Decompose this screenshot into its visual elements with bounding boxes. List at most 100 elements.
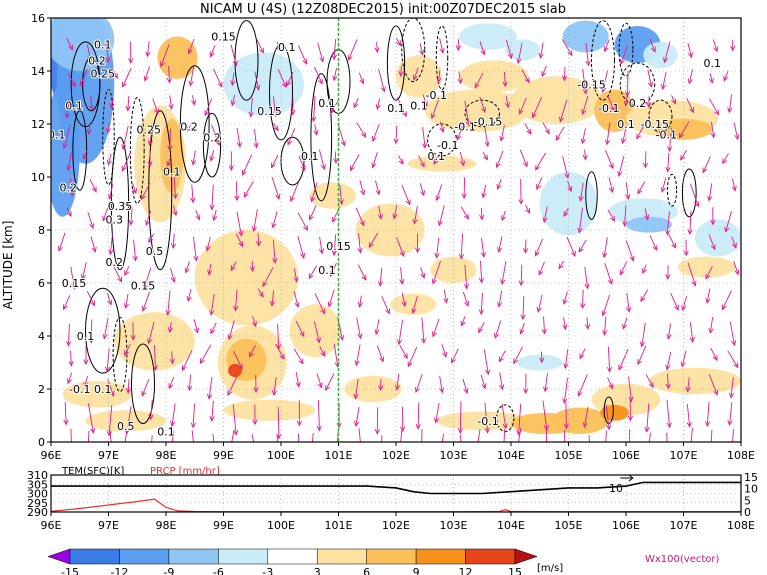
contour-line [148, 110, 173, 271]
wind-vector [505, 39, 513, 60]
wind-vector [722, 153, 729, 165]
wind-vector [249, 260, 255, 273]
wind-vector [269, 290, 275, 307]
arrow-mark [628, 475, 634, 482]
wind-vector [314, 66, 323, 85]
wind-vector [66, 152, 72, 172]
wind-vector [441, 344, 448, 358]
x-tick-label: 106E [612, 449, 640, 462]
wind-vector [606, 346, 613, 373]
wind-vector [441, 433, 444, 442]
wind-vector [578, 182, 584, 202]
x-tick-label: 107E [670, 519, 698, 532]
contour-label: -0.15 [641, 118, 669, 131]
shade-region [157, 36, 198, 79]
wind-vector [690, 184, 700, 208]
wind-vector [141, 379, 150, 397]
wind-vector [665, 373, 671, 390]
wind-vector [601, 294, 611, 317]
wind-vector [702, 156, 711, 174]
colorbar-segment [119, 548, 170, 565]
x-tick-label: 100E [267, 519, 295, 532]
wind-vector [431, 260, 441, 285]
colorbar-segment [69, 548, 120, 565]
colorbar-tick-label: -9 [163, 566, 174, 575]
shade-region [695, 219, 741, 257]
wind-vector [357, 233, 363, 254]
wind-vector [636, 122, 646, 140]
wind-vector [332, 67, 338, 82]
contour-line [269, 43, 293, 141]
wind-vector [297, 433, 300, 442]
wind-vector [399, 267, 405, 285]
wind-vector [378, 379, 384, 392]
wind-vector [534, 238, 544, 257]
contour-label: 0.1 [94, 39, 112, 52]
shade-region [309, 182, 356, 209]
contour-label: 0.5 [117, 420, 135, 433]
wind-vector [210, 322, 217, 335]
wind-vector [729, 321, 737, 347]
wind-vector [398, 65, 404, 77]
wind-vector [730, 39, 736, 52]
wind-vector [480, 374, 487, 390]
wind-vector [168, 95, 174, 110]
contour-label: 0.1 [65, 99, 83, 112]
wind-vector [159, 44, 170, 68]
wind-vector [584, 266, 590, 290]
wind-vector [311, 95, 317, 123]
wind-vector [89, 95, 95, 111]
wind-vector [588, 435, 591, 442]
wind-vector [498, 350, 506, 363]
contour-line [619, 62, 656, 106]
wind-vector [727, 402, 733, 427]
wind-vector [147, 151, 153, 167]
wind-vector [313, 321, 321, 344]
wind-vector [710, 347, 718, 362]
wind-vector [419, 43, 425, 56]
wind-vector [602, 237, 608, 259]
wind-vector [123, 294, 129, 309]
wind-vector [109, 98, 115, 110]
wind-vector [708, 73, 714, 84]
wind-vector [542, 122, 550, 135]
wind-vector [484, 402, 490, 434]
contour-line [179, 65, 210, 183]
wind-vector [457, 71, 463, 85]
x-tick-label: 96E [41, 449, 62, 462]
wind-vector [724, 211, 732, 233]
wind-vector [666, 323, 672, 340]
wind-vector [513, 346, 523, 365]
wind-vector [277, 68, 287, 89]
wind-vector [190, 404, 196, 429]
wind-vector [152, 98, 160, 115]
wind-vector [184, 261, 190, 274]
wind-vector [371, 124, 380, 142]
wind-vector [249, 345, 256, 358]
wind-vector [57, 232, 66, 252]
wind-vector [290, 182, 299, 203]
wind-vector [727, 350, 739, 369]
y-tick-label: 14 [31, 65, 45, 78]
wind-vector [236, 127, 242, 148]
wind-vector [68, 350, 74, 367]
wind-vector [705, 401, 711, 428]
colorbar-tick-label: 12 [459, 566, 473, 575]
wind-vector [378, 68, 386, 93]
contour-label: -0.1 [477, 415, 498, 428]
wind-vector [562, 317, 568, 331]
wind-vector [617, 155, 625, 177]
contour-line [131, 343, 155, 424]
wind-vector [543, 372, 549, 393]
wind-vector [538, 42, 544, 59]
wind-vector [555, 126, 565, 142]
shade-region [344, 375, 402, 403]
colorbar-tick-label: -3 [262, 566, 273, 575]
wind-vector [647, 69, 654, 88]
wind-vector [132, 183, 138, 195]
left-tick-label: 290 [27, 506, 48, 519]
wind-vector [234, 181, 240, 202]
wind-vector [608, 177, 615, 194]
colorbar-segment [415, 548, 466, 565]
